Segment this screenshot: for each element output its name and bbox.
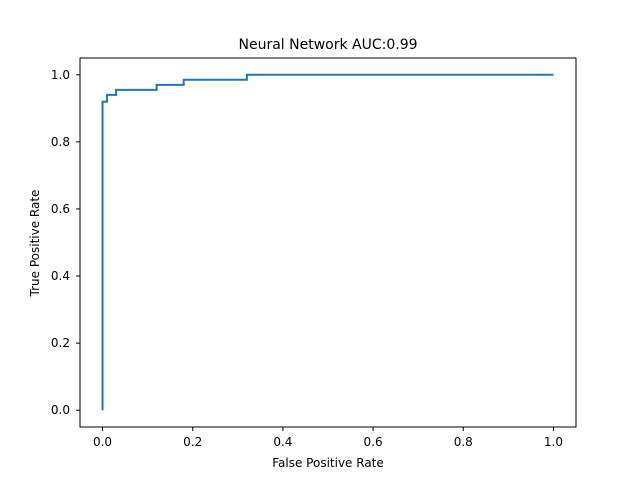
x-tick-label: 0.4 [273, 435, 292, 449]
y-axis-label: True Positive Rate [28, 190, 42, 298]
x-tick-label: 0.8 [454, 435, 473, 449]
x-axis-label: False Positive Rate [272, 456, 384, 470]
axes-frame [79, 57, 577, 428]
chart-title: Neural Network AUC:0.99 [238, 37, 417, 53]
x-tick-label: 0.6 [364, 435, 383, 449]
y-tick-label: 0.0 [51, 403, 70, 417]
roc-series-line [101, 73, 554, 411]
y-tick-label: 0.2 [51, 336, 70, 350]
x-axis-ticks: 0.0 0.2 0.4 0.6 0.8 1.0 [93, 427, 563, 449]
x-tick-label: 0.0 [93, 435, 112, 449]
x-tick-label: 0.2 [183, 435, 202, 449]
y-tick-label: 1.0 [51, 68, 70, 82]
y-axis-ticks: 0.0 0.2 0.4 0.6 0.8 1.0 [51, 68, 80, 417]
y-tick-label: 0.4 [51, 269, 70, 283]
x-tick-label: 1.0 [544, 435, 563, 449]
y-tick-label: 0.6 [51, 202, 70, 216]
plot-area: 0.0 0.2 0.4 0.6 0.8 1.0 0.0 0.2 0.4 0.6 0.8 1.0 [51, 57, 577, 449]
series-layer [101, 73, 554, 411]
y-tick-label: 0.8 [51, 135, 70, 149]
